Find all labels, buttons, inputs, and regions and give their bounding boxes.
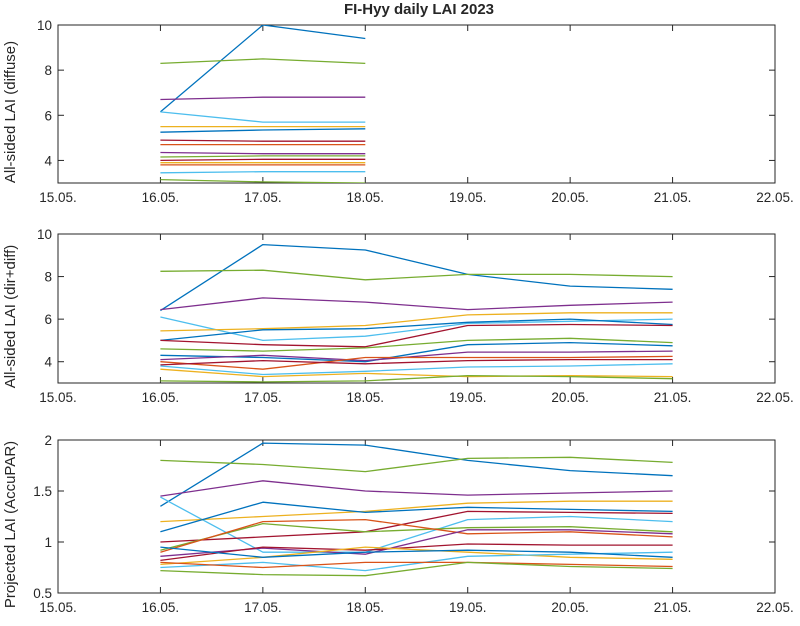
plot-area bbox=[57, 24, 776, 184]
series-line-4 bbox=[160, 496, 673, 553]
series-line-7 bbox=[160, 139, 366, 142]
series-line-1 bbox=[160, 442, 673, 507]
series-line-2 bbox=[160, 58, 366, 65]
x-tick-label: 18.05. bbox=[347, 600, 385, 615]
x-tick-label: 16.05. bbox=[142, 190, 180, 205]
y-axis-label: All-sided LAI (dir+diff) bbox=[2, 245, 19, 389]
series-line-1 bbox=[159, 25, 366, 113]
series-line-8 bbox=[160, 522, 673, 551]
series-line-11 bbox=[160, 158, 366, 162]
x-tick-label: 19.05. bbox=[449, 190, 487, 205]
series-line-12 bbox=[160, 358, 673, 366]
panel-2: 15.05. 16.05. 17.05. 18.05. 19.05. 20.05. 21.0… bbox=[2, 227, 794, 405]
x-tick-label: 15.05. bbox=[39, 390, 77, 405]
x-tick-label: 22.05. bbox=[756, 390, 794, 405]
y-tick-label: 6 bbox=[44, 108, 52, 123]
series-line-5 bbox=[160, 500, 673, 523]
series-line-13 bbox=[160, 551, 673, 572]
x-tick-label: 21.05. bbox=[654, 190, 692, 205]
series-line-4 bbox=[160, 316, 673, 342]
y-tick-label: 10 bbox=[37, 18, 52, 33]
series-line-6 bbox=[160, 501, 673, 533]
series-line-4 bbox=[160, 111, 366, 123]
y-tick-label: 1 bbox=[44, 535, 52, 550]
panels: 15.05. 16.05. 17.05. 18.05. 19.05. 20.05. 21.0… bbox=[2, 18, 794, 615]
series-line-7 bbox=[160, 323, 673, 348]
series-line-15 bbox=[160, 561, 673, 569]
series-line-16 bbox=[160, 561, 673, 577]
y-tick-label: 1.5 bbox=[33, 484, 52, 499]
series-line-14 bbox=[160, 171, 366, 174]
panel-1: 15.05. 16.05. 17.05. 18.05. 19.05. 20.05. 21.0… bbox=[2, 18, 794, 205]
x-tick-label: 20.05. bbox=[551, 600, 589, 615]
y-tick-label: 6 bbox=[44, 312, 52, 327]
series-line-7 bbox=[160, 510, 673, 543]
series-group bbox=[159, 25, 366, 183]
x-tick-label: 19.05. bbox=[449, 390, 487, 405]
x-tick-label: 22.05. bbox=[756, 190, 794, 205]
series-line-9 bbox=[160, 518, 673, 553]
x-tick-label: 15.05. bbox=[39, 190, 77, 205]
x-tick-label: 19.05. bbox=[449, 600, 487, 615]
series-line-15 bbox=[160, 374, 673, 383]
y-tick-label: 4 bbox=[44, 355, 52, 370]
x-tick-label: 21.05. bbox=[654, 600, 692, 615]
x-tick-label: 17.05. bbox=[244, 600, 282, 615]
y-tick-label: 8 bbox=[44, 270, 52, 285]
series-line-13 bbox=[160, 363, 673, 376]
series-line-3 bbox=[160, 297, 673, 311]
series-line-6 bbox=[160, 128, 366, 133]
series-line-11 bbox=[160, 355, 673, 370]
series-line-10 bbox=[160, 155, 366, 158]
series-line-5 bbox=[160, 312, 673, 332]
series-line-8 bbox=[160, 337, 673, 352]
chart-title: FI-Hyy daily LAI 2023 bbox=[344, 1, 494, 18]
series-line-11 bbox=[160, 543, 673, 562]
series-line-1 bbox=[160, 243, 673, 312]
x-tick-label: 16.05. bbox=[142, 390, 180, 405]
series-line-14 bbox=[160, 368, 673, 378]
y-tick-label: 8 bbox=[44, 63, 52, 78]
y-tick-label: 2 bbox=[44, 433, 52, 448]
x-tick-label: 22.05. bbox=[756, 600, 794, 615]
series-group bbox=[160, 243, 673, 383]
series-line-12 bbox=[160, 546, 673, 566]
series-line-3 bbox=[160, 480, 673, 497]
plot-area bbox=[57, 439, 776, 594]
x-tick-label: 20.05. bbox=[551, 190, 589, 205]
panel-3: 15.05. 16.05. 17.05. 18.05. 19.05. 20.05. 21.0… bbox=[2, 433, 794, 615]
y-axis-label: All-sided LAI (diffuse) bbox=[2, 41, 19, 183]
series-line-2 bbox=[160, 456, 673, 473]
plot-area bbox=[57, 233, 776, 384]
series-line-3 bbox=[160, 96, 366, 101]
series-line-2 bbox=[160, 269, 673, 281]
series-group bbox=[160, 442, 673, 577]
x-tick-label: 16.05. bbox=[142, 600, 180, 615]
y-axis-label: Projected LAI (AccuPAR) bbox=[2, 441, 19, 608]
x-tick-label: 18.05. bbox=[347, 390, 385, 405]
x-tick-label: 18.05. bbox=[347, 190, 385, 205]
x-tick-label: 15.05. bbox=[39, 600, 77, 615]
series-line-10 bbox=[160, 350, 673, 362]
y-tick-label: 4 bbox=[44, 153, 52, 168]
y-tick-label: 0.5 bbox=[33, 586, 52, 601]
series-line-14 bbox=[160, 546, 673, 558]
series-line-9 bbox=[160, 151, 366, 155]
x-tick-label: 20.05. bbox=[551, 390, 589, 405]
series-line-9 bbox=[160, 341, 673, 363]
y-tick-label: 10 bbox=[37, 227, 52, 242]
x-tick-label: 17.05. bbox=[244, 190, 282, 205]
x-tick-label: 21.05. bbox=[654, 390, 692, 405]
series-line-15 bbox=[160, 178, 366, 183]
x-tick-label: 17.05. bbox=[244, 390, 282, 405]
series-line-6 bbox=[160, 318, 673, 342]
